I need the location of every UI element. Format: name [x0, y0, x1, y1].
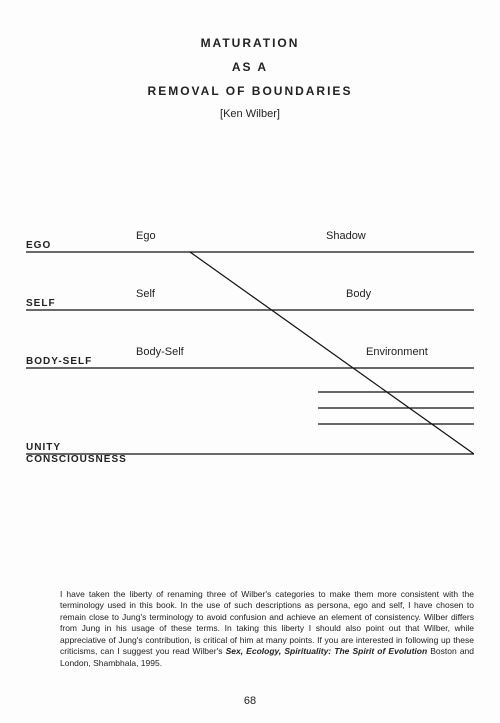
diagram-cell: Self	[136, 288, 155, 300]
diagram-cell: Body-Self	[136, 346, 184, 358]
title-line-2: AS A	[26, 60, 474, 74]
footnote: I have taken the liberty of renaming thr…	[60, 589, 474, 669]
title-line-3: REMOVAL OF BOUNDARIES	[26, 84, 474, 98]
diagram-cell: Body	[346, 288, 371, 300]
footnote-italic: Sex, Ecology, Spirituality: The Spirit o…	[226, 646, 428, 656]
row-label: UNITY	[26, 442, 61, 453]
row-label: CONSCIOUSNESS	[26, 454, 127, 465]
diagram-svg	[26, 208, 474, 468]
row-label: EGO	[26, 240, 51, 251]
page: MATURATION AS A REMOVAL OF BOUNDARIES [K…	[0, 0, 500, 723]
author: [Ken Wilber]	[26, 108, 474, 120]
diagram-cell: Ego	[136, 230, 156, 242]
page-number: 68	[0, 695, 500, 707]
title-block: MATURATION AS A REMOVAL OF BOUNDARIES [K…	[26, 36, 474, 120]
diagram-cell: Shadow	[326, 230, 366, 242]
row-label: SELF	[26, 298, 56, 309]
diagram-cell: Environment	[366, 346, 428, 358]
title-line-1: MATURATION	[26, 36, 474, 50]
boundaries-diagram: EGO SELF BODY-SELF UNITYCONSCIOUSNESS Ego Sha…	[26, 208, 474, 468]
row-label: BODY-SELF	[26, 356, 92, 367]
